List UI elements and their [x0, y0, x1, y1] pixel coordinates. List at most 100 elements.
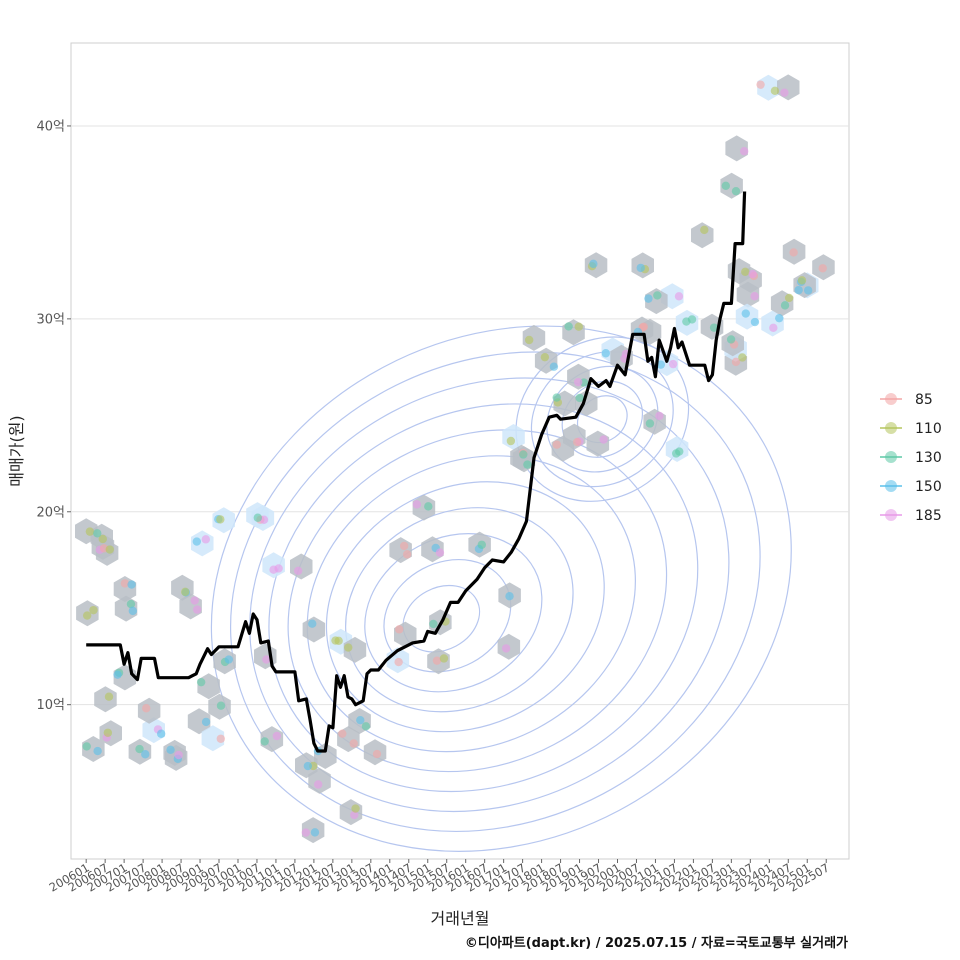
legend-key-point	[885, 480, 897, 492]
data-point	[668, 359, 678, 369]
contour-line	[345, 507, 574, 713]
data-point	[216, 701, 226, 710]
data-point	[780, 88, 789, 97]
data-point	[192, 537, 201, 546]
contour-line	[287, 429, 668, 773]
x-axis: 2006012006072007012007072008012008072009…	[47, 859, 832, 895]
data-point	[412, 500, 422, 509]
legend-label: 150	[915, 479, 942, 495]
y-tick-label: 30억	[36, 312, 65, 327]
data-point	[216, 515, 225, 524]
data-point	[721, 181, 731, 190]
data-point	[272, 731, 282, 741]
contour-line	[364, 533, 543, 693]
data-point	[98, 534, 107, 544]
hexbin-cell	[655, 350, 679, 377]
data-point	[748, 269, 757, 279]
data-point	[439, 654, 449, 663]
contour-line	[249, 377, 730, 813]
data-point	[797, 276, 807, 285]
data-point	[789, 248, 798, 257]
data-point	[519, 450, 528, 459]
legend-label: 185	[915, 508, 942, 524]
legend-key-point	[885, 393, 897, 405]
data-point	[770, 86, 780, 96]
data-point	[196, 677, 206, 687]
legend-label: 85	[915, 392, 933, 408]
data-point	[424, 502, 433, 511]
legend-key-point	[885, 509, 897, 521]
scatter-points	[82, 80, 827, 837]
hexbin-cell	[645, 288, 668, 315]
data-point	[506, 436, 516, 446]
data-point	[549, 362, 559, 371]
data-point	[741, 309, 750, 318]
data-point	[93, 529, 102, 538]
data-point	[224, 655, 233, 664]
data-point	[372, 749, 382, 759]
legend-label: 110	[915, 421, 942, 437]
data-point	[589, 259, 598, 269]
data-point	[201, 535, 210, 544]
data-point	[477, 540, 486, 549]
hexbin-cell	[343, 636, 367, 663]
data-point	[644, 294, 653, 303]
trend-line	[86, 191, 747, 753]
panel-background	[70, 42, 850, 860]
data-point	[314, 780, 323, 789]
x-axis-title: 거래년월	[431, 909, 490, 928]
y-axis: 10억 20억 30억 40억	[36, 119, 71, 713]
data-point	[103, 728, 113, 737]
data-point	[105, 545, 114, 554]
data-point	[818, 264, 827, 273]
data-point	[308, 619, 317, 628]
data-point	[501, 644, 511, 653]
data-point	[655, 411, 664, 421]
y-tick-label: 20억	[36, 505, 65, 520]
data-point	[750, 292, 759, 301]
data-point	[803, 286, 813, 295]
data-point	[432, 656, 442, 665]
data-point	[293, 566, 303, 576]
data-point	[142, 704, 151, 713]
data-point	[104, 692, 114, 701]
data-point	[93, 746, 102, 756]
data-point	[653, 291, 662, 300]
x-tick-label: 202507	[787, 860, 832, 894]
y-axis-title: 매매가(원)	[7, 415, 26, 486]
data-point	[540, 352, 550, 362]
data-point	[524, 335, 534, 345]
data-point	[126, 599, 136, 609]
data-point	[726, 335, 736, 344]
data-point	[601, 349, 610, 358]
data-point	[166, 745, 175, 755]
data-point	[523, 460, 532, 469]
data-point	[128, 606, 138, 616]
data-point	[574, 322, 583, 331]
data-point	[135, 744, 144, 754]
y-tick-label: 10억	[36, 698, 65, 713]
data-point	[349, 739, 358, 748]
data-point	[181, 587, 190, 597]
data-point	[113, 670, 122, 679]
data-point	[741, 267, 750, 276]
data-point	[671, 449, 681, 458]
data-point	[674, 292, 684, 301]
data-point	[301, 828, 311, 837]
data-point	[338, 729, 347, 738]
data-point	[769, 323, 778, 333]
data-point	[334, 636, 343, 645]
hexbin-cell	[94, 686, 117, 713]
data-point	[731, 186, 741, 196]
data-point	[740, 147, 749, 156]
contour-line	[325, 481, 605, 733]
data-point	[89, 605, 98, 615]
data-point	[572, 437, 582, 447]
legend-key-point	[885, 422, 897, 434]
data-point	[127, 580, 136, 589]
data-point	[552, 440, 562, 449]
data-point	[552, 393, 561, 402]
data-point	[174, 750, 183, 760]
data-point	[784, 293, 794, 303]
hexbin-cell	[201, 725, 225, 752]
